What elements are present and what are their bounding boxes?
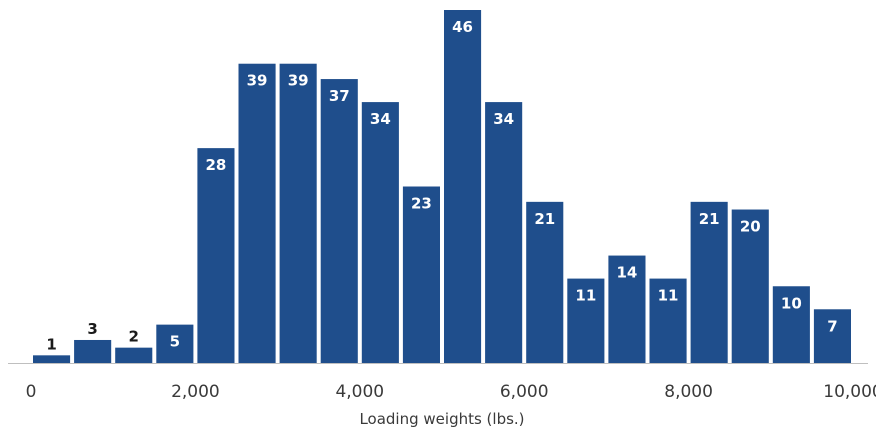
bar-value-label: 46	[452, 18, 473, 36]
x-tick-label: 10,000	[823, 382, 876, 402]
histogram-bar	[567, 278, 605, 363]
bar-value-label: 21	[534, 210, 555, 228]
bar-value-label: 2	[129, 328, 139, 346]
bar-value-label: 39	[288, 72, 309, 90]
bar-labels-layer: 1 3 2 5 28 39 39 37 34 23 46 34 21 11 14 11 21 20 10 7	[46, 18, 837, 353]
bar-value-label: 11	[575, 287, 596, 305]
histogram-bar	[731, 209, 769, 363]
bar-value-label: 21	[699, 210, 720, 228]
histogram-bar	[320, 79, 358, 363]
bar-value-label: 3	[87, 320, 97, 338]
histogram-bar	[115, 347, 153, 363]
x-tick-label: 0	[26, 382, 37, 402]
x-tick-label: 4,000	[335, 382, 384, 402]
histogram-bar	[485, 102, 523, 363]
bar-value-label: 37	[329, 87, 350, 105]
bar-value-label: 10	[781, 294, 802, 312]
bar-value-label: 7	[827, 317, 837, 335]
histogram-bar	[197, 148, 235, 363]
x-axis-title: Loading weights (lbs.)	[359, 410, 524, 428]
x-tick-labels-layer: 0 2,000 4,000 6,000 8,000 10,000	[26, 382, 876, 402]
x-tick-label: 8,000	[664, 382, 713, 402]
bar-value-label: 39	[247, 72, 268, 90]
x-tick-label: 2,000	[171, 382, 220, 402]
histogram-bar	[74, 339, 112, 363]
bar-value-label: 23	[411, 195, 432, 213]
histogram-bar	[813, 309, 851, 363]
histogram-bar	[238, 63, 276, 363]
histogram-bar	[649, 278, 687, 363]
histogram-bar	[772, 286, 810, 363]
bar-value-label: 1	[46, 335, 56, 353]
histogram-bar	[526, 201, 564, 363]
bar-value-label: 28	[206, 156, 227, 174]
bar-value-label: 14	[617, 264, 638, 282]
bar-value-label: 34	[370, 110, 391, 128]
histogram-bar	[156, 324, 194, 363]
histogram-bar	[279, 63, 317, 363]
bar-value-label: 34	[493, 110, 514, 128]
histogram-bar	[33, 355, 71, 363]
histogram-bar	[690, 201, 728, 363]
bar-value-label: 20	[740, 218, 761, 236]
bars-layer	[33, 10, 851, 363]
histogram-bar	[608, 255, 646, 363]
histogram-bar	[361, 102, 399, 363]
histogram-bar	[402, 186, 440, 363]
histogram-bar	[444, 10, 482, 363]
bar-value-label: 11	[658, 287, 679, 305]
bar-value-label: 5	[170, 333, 180, 351]
x-tick-label: 6,000	[500, 382, 549, 402]
